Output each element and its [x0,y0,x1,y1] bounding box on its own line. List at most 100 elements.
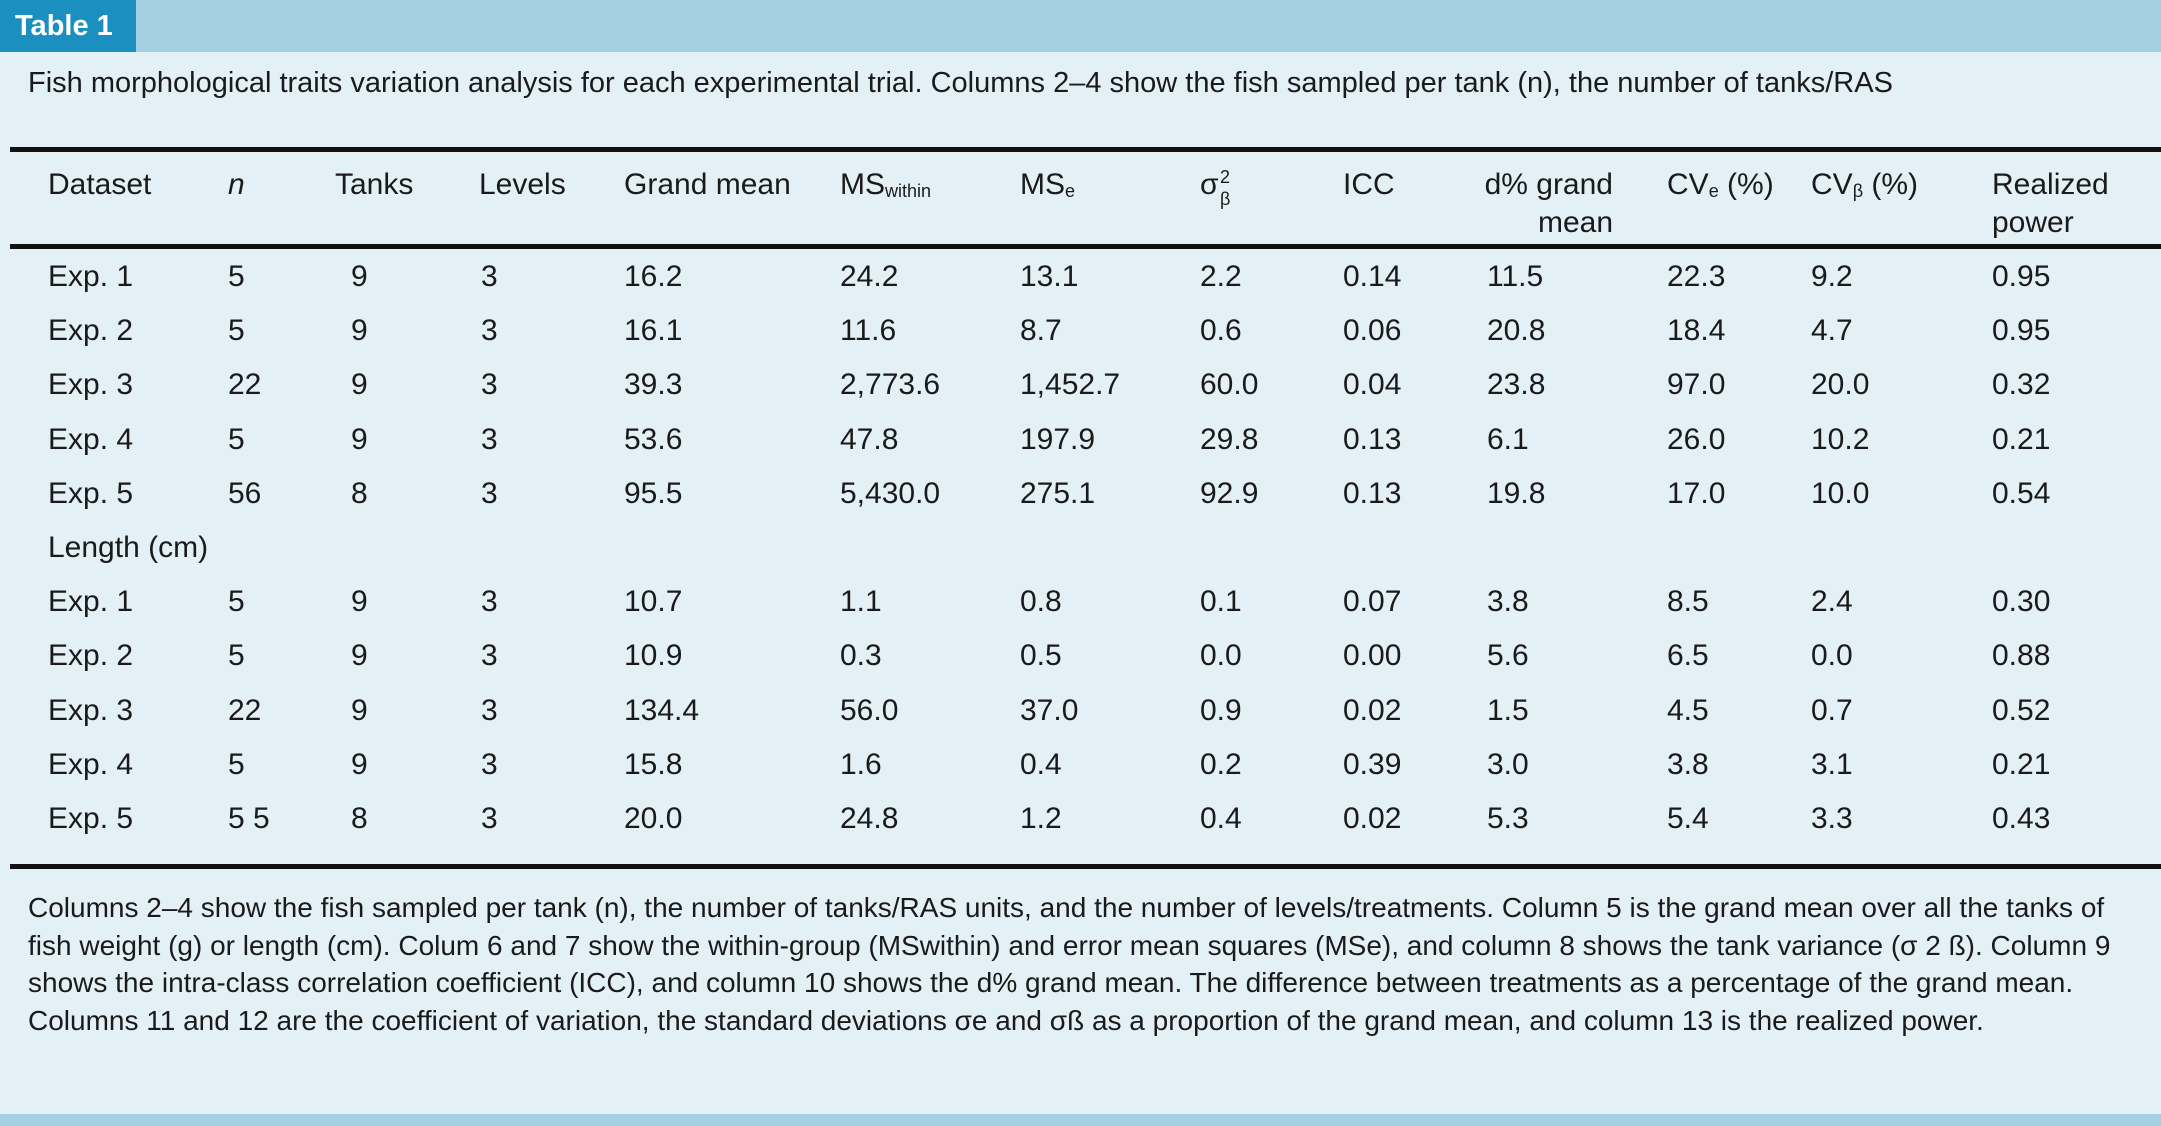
cell-ms-e: 1,452.7 [1020,368,1121,401]
cell-cv-b: 2.4 [1811,585,1853,618]
cell-cv-e: 6.5 [1667,639,1709,672]
cell-dataset: Exp. 2 [48,639,134,672]
cell-icc: 0.00 [1343,639,1402,672]
cell-sigma-beta: 92.9 [1200,477,1259,510]
cell-d-grand-mean: 1.5 [1487,694,1529,727]
cell-grand-mean: 16.1 [624,314,683,347]
cell-ms-e: 8.7 [1020,314,1062,347]
header-cv-e: CVe (%) [1667,168,1774,201]
cell-dataset: Exp. 3 [48,368,134,401]
cell-ms-within: 1.6 [840,748,882,781]
cell-cv-b: 9.2 [1811,260,1853,293]
cell-sigma-beta: 60.0 [1200,368,1259,401]
cell-icc: 0.13 [1343,477,1402,510]
cell-levels: 3 [481,585,498,618]
cell-ms-e: 1.2 [1020,802,1062,835]
cell-sigma-beta: 0.6 [1200,314,1242,347]
cell-icc: 0.13 [1343,423,1402,456]
cell-dataset: Exp. 5 [48,802,134,835]
cell-dataset: Exp. 1 [48,260,134,293]
cell-icc: 0.39 [1343,748,1402,781]
header-levels: Levels [479,168,566,201]
cell-cv-b: 20.0 [1811,368,1870,401]
cell-tanks: 9 [351,423,368,456]
cell-n: 22 [228,368,262,401]
header-dataset: Dataset [48,168,152,201]
cell-ms-within: 2,773.6 [840,368,941,401]
header-n: n [228,168,245,201]
cell-ms-e: 0.5 [1020,639,1062,672]
cell-sigma-beta: 0.9 [1200,694,1242,727]
cell-cv-e: 18.4 [1667,314,1726,347]
table-label: Table 1 [0,0,136,52]
cell-dataset: Exp. 1 [48,585,134,618]
cell-icc: 0.02 [1343,802,1402,835]
cell-sigma-beta: 0.1 [1200,585,1242,618]
cell-dataset: Exp. 3 [48,694,134,727]
top-rule [10,147,2161,152]
cell-grand-mean: 16.2 [624,260,683,293]
table-footnote: Columns 2–4 show the fish sampled per ta… [28,892,2111,1036]
cell-icc: 0.04 [1343,368,1402,401]
cell-sigma-beta: 29.8 [1200,423,1259,456]
cell-ms-e: 0.4 [1020,748,1062,781]
cell-grand-mean: 39.3 [624,368,683,401]
cell-tanks: 9 [351,585,368,618]
cell-realized-power: 0.30 [1992,585,2051,618]
cell-ms-within: 47.8 [840,423,899,456]
cell-ms-e: 197.9 [1020,423,1096,456]
cell-tanks: 9 [351,639,368,672]
cell-d-grand-mean: 23.8 [1487,368,1546,401]
cell-sigma-beta: 0.2 [1200,748,1242,781]
cell-grand-mean: 95.5 [624,477,683,510]
cell-d-grand-mean: 5.6 [1487,639,1529,672]
cell-cv-b: 3.1 [1811,748,1853,781]
cell-cv-b: 3.3 [1811,802,1853,835]
cell-n: 5 [228,314,245,347]
cell-n: 5 [228,748,245,781]
cell-levels: 3 [481,477,498,510]
cell-cv-b: 0.0 [1811,639,1853,672]
cell-ms-e: 13.1 [1020,260,1079,293]
cell-dataset: Exp. 4 [48,423,134,456]
cell-tanks: 9 [351,748,368,781]
cell-levels: 3 [481,368,498,401]
footer-bar [0,1114,2161,1126]
cell-cv-b: 10.0 [1811,477,1870,510]
cell-grand-mean: 53.6 [624,423,683,456]
title-bar [0,0,2161,52]
cell-cv-b: 4.7 [1811,314,1853,347]
cell-dataset: Exp. 2 [48,314,134,347]
cell-cv-b: 0.7 [1811,694,1853,727]
cell-realized-power: 0.88 [1992,639,2051,672]
cell-ms-within: 56.0 [840,694,899,727]
cell-d-grand-mean: 11.5 [1487,260,1544,293]
cell-grand-mean: 10.7 [624,585,683,618]
cell-d-grand-mean: 6.1 [1487,423,1529,456]
cell-levels: 3 [481,802,498,835]
cell-ms-within: 11.6 [840,314,897,347]
cell-cv-e: 3.8 [1667,748,1709,781]
header-tanks: Tanks [335,168,414,201]
cell-tanks: 9 [351,260,368,293]
cell-tanks: 9 [351,694,368,727]
header-grand-mean: Grand mean [624,168,791,201]
cell-realized-power: 0.52 [1992,694,2051,727]
cell-n: 22 [228,694,262,727]
cell-n: 5 [228,260,245,293]
cell-n: 5 5 [228,802,270,835]
cell-levels: 3 [481,639,498,672]
cell-cv-e: 5.4 [1667,802,1709,835]
cell-dataset: Exp. 5 [48,477,134,510]
cell-cv-e: 8.5 [1667,585,1709,618]
cell-d-grand-mean: 3.0 [1487,748,1529,781]
cell-grand-mean: 134.4 [624,694,700,727]
cell-realized-power: 0.43 [1992,802,2051,835]
cell-levels: 3 [481,694,498,727]
cell-tanks: 9 [351,314,368,347]
cell-d-grand-mean: 20.8 [1487,314,1546,347]
cell-cv-e: 97.0 [1667,368,1726,401]
cell-realized-power: 0.95 [1992,260,2051,293]
cell-realized-power: 0.32 [1992,368,2051,401]
